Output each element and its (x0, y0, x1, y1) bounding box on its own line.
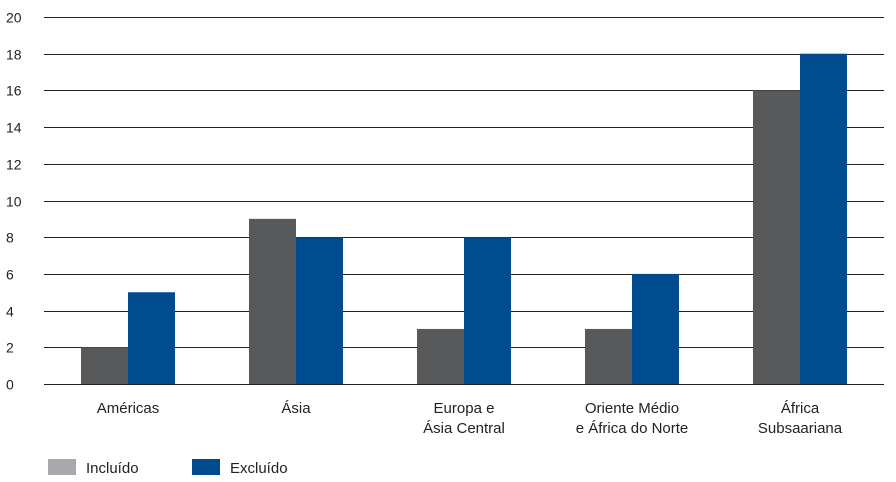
y-tick-label: 12 (6, 157, 22, 173)
legend-swatch (192, 459, 220, 475)
y-tick-label: 8 (6, 230, 14, 246)
bar-inclu-do-4 (753, 90, 800, 385)
bar-inclu-do-0 (81, 347, 128, 384)
legend: Incluído Excluído (48, 459, 288, 477)
x-tick-label: Ásia Central (423, 420, 505, 437)
bar-exclu-do-2 (464, 237, 511, 384)
y-tick-label: 18 (6, 47, 22, 63)
y-tick-label: 16 (6, 83, 22, 99)
x-tick-label: Oriente Médio (585, 400, 679, 417)
bar-inclu-do-2 (417, 328, 464, 384)
y-tick-label: 14 (6, 120, 22, 136)
bar-exclu-do-0 (128, 292, 175, 384)
legend-label: Excluído (230, 460, 288, 477)
bar-exclu-do-1 (296, 237, 343, 384)
x-tick-label: África (781, 400, 820, 417)
y-axis: 0 2 4 6 8 10 12 14 16 18 20 (6, 10, 22, 393)
legend-swatch (48, 459, 76, 475)
bars (81, 53, 847, 385)
x-axis: Américas Ásia Europa e Ásia Central Oriente … (97, 400, 843, 437)
x-tick-label: Subsaariana (758, 420, 843, 437)
x-tick-label: Europa e (434, 400, 495, 417)
bar-exclu-do-3 (632, 273, 679, 384)
bar-exclu-do-4 (800, 53, 847, 384)
bar-inclu-do-1 (249, 218, 296, 384)
x-tick-label: e África do Norte (576, 420, 689, 437)
bar-inclu-do-3 (585, 328, 632, 384)
y-tick-label: 4 (6, 304, 14, 320)
x-tick-label: Ásia (281, 400, 311, 417)
y-tick-label: 20 (6, 10, 22, 26)
legend-label: Incluído (86, 460, 139, 477)
y-tick-label: 6 (6, 267, 14, 283)
x-tick-label: Américas (97, 400, 160, 417)
y-tick-label: 2 (6, 340, 14, 356)
y-tick-label: 0 (6, 377, 14, 393)
y-tick-label: 10 (6, 194, 22, 210)
